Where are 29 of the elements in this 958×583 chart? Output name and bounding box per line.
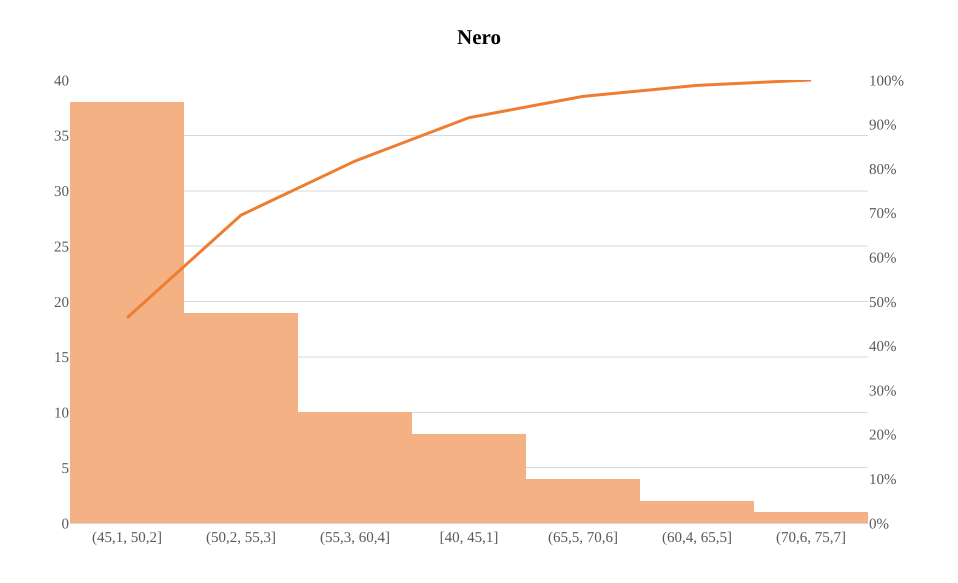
y2-tick-label: 80%: [869, 162, 896, 178]
y2-tick-label: 60%: [869, 250, 896, 266]
line-series: [126, 80, 812, 320]
y2-tick-label: 100%: [869, 73, 904, 90]
y2-tick-label: 30%: [869, 383, 896, 400]
x-tick-label: (50,2, 55,3]: [206, 530, 276, 546]
y2-tick-label: 50%: [869, 294, 896, 311]
y-tick-label: 5: [62, 460, 69, 477]
y2-tick-label: 10%: [869, 472, 896, 488]
x-tick-label: (45,1, 50,2]: [92, 530, 162, 546]
y2-tick-label: 90%: [869, 118, 896, 134]
y2-tick-label: 70%: [869, 206, 896, 222]
y-tick-label: 10: [54, 406, 69, 422]
y2-tick-label: 40%: [869, 339, 896, 356]
y2-tick-label: 20%: [869, 428, 896, 444]
y-tick-label: 40: [54, 73, 69, 90]
x-tick-label: (60,4, 65,5]: [662, 530, 732, 546]
chart-title: Nero: [457, 24, 501, 49]
x-tick-label: (55,3, 60,4]: [320, 530, 390, 546]
y2-tick-label: 0%: [869, 516, 889, 532]
x-tick-label: (70,6, 75,7]: [776, 530, 846, 546]
y-tick-label: 35: [54, 128, 69, 145]
y-tick-label: 15: [54, 350, 69, 366]
x-tick-label: [40, 45,1]: [440, 530, 498, 546]
x-tick-label: (65,5, 70,6]: [548, 530, 618, 546]
y-tick-label: 0: [62, 516, 69, 532]
y-tick-label: 25: [54, 239, 69, 256]
y-tick-label: 20: [54, 294, 69, 311]
y-tick-label: 30: [54, 184, 69, 200]
